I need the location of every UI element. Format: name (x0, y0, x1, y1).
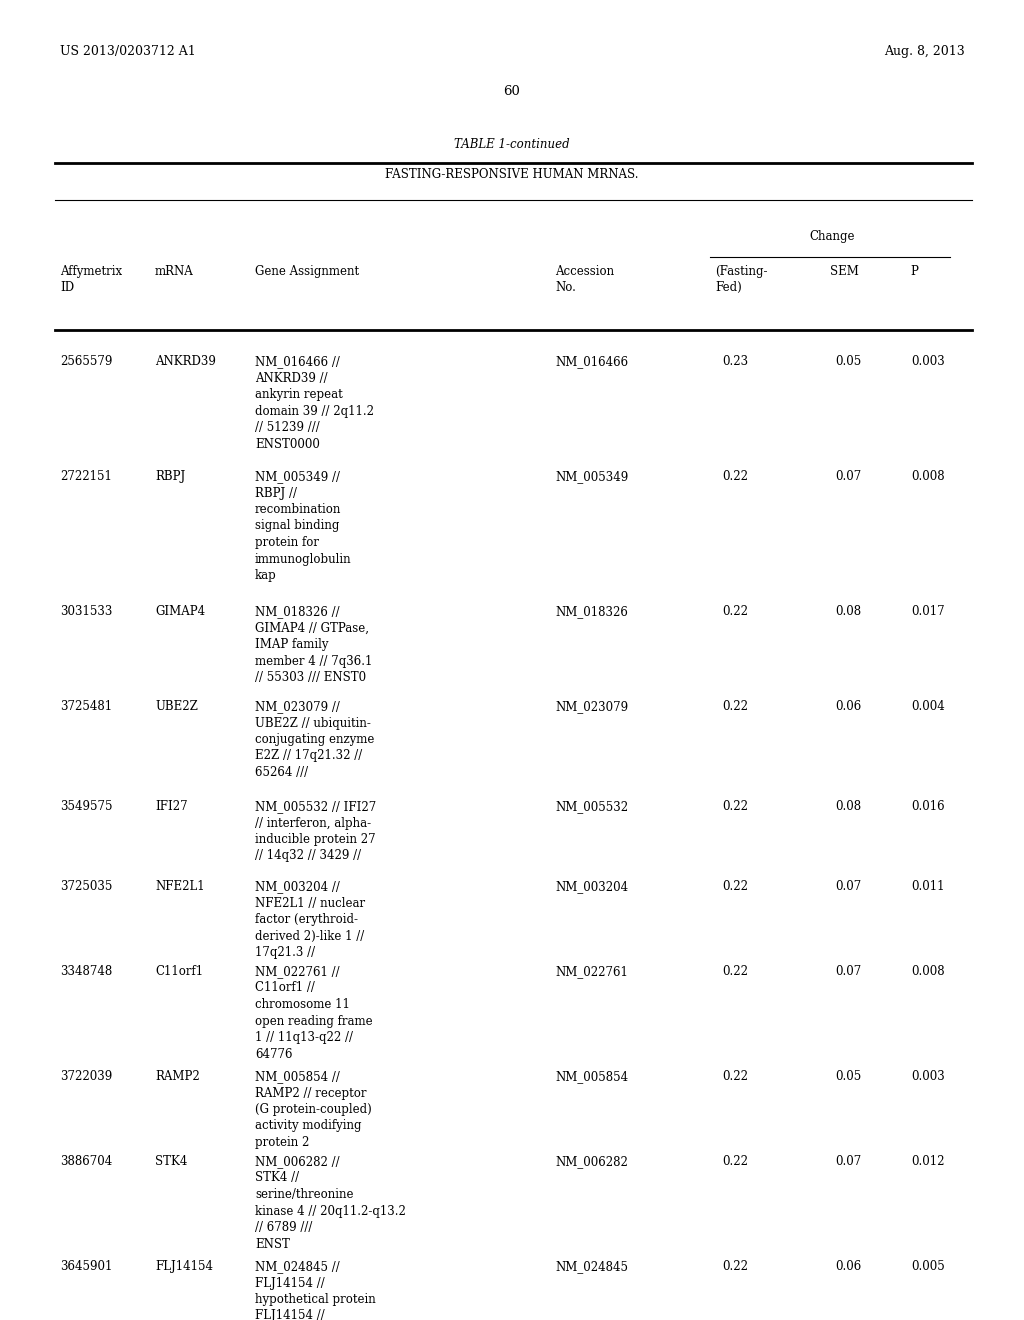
Text: GIMAP4: GIMAP4 (155, 605, 205, 618)
Text: NM_006282: NM_006282 (555, 1155, 628, 1168)
Text: 0.22: 0.22 (722, 1261, 748, 1272)
Text: 0.005: 0.005 (911, 1261, 945, 1272)
Text: 0.22: 0.22 (722, 1155, 748, 1168)
Text: 3645901: 3645901 (60, 1261, 113, 1272)
Text: TABLE 1-continued: TABLE 1-continued (455, 139, 569, 150)
Text: 60: 60 (504, 84, 520, 98)
Text: 3886704: 3886704 (60, 1155, 113, 1168)
Text: NM_024845 //
FLJ14154 //
hypothetical protein
FLJ14154 //
16p13.3 // 79903 /// N: NM_024845 // FLJ14154 // hypothetical pr… (255, 1261, 386, 1320)
Text: 0.07: 0.07 (835, 470, 861, 483)
Text: (Fasting-
Fed): (Fasting- Fed) (715, 265, 768, 294)
Text: NM_023079: NM_023079 (555, 700, 628, 713)
Text: 0.003: 0.003 (911, 355, 945, 368)
Text: 3725481: 3725481 (60, 700, 112, 713)
Text: mRNA: mRNA (155, 265, 194, 279)
Text: Affymetrix
ID: Affymetrix ID (60, 265, 122, 294)
Text: 0.22: 0.22 (722, 470, 748, 483)
Text: 0.05: 0.05 (835, 1071, 861, 1082)
Text: 0.07: 0.07 (835, 1155, 861, 1168)
Text: NM_003204 //
NFE2L1 // nuclear
factor (erythroid-
derived 2)-like 1 //
17q21.3 /: NM_003204 // NFE2L1 // nuclear factor (e… (255, 880, 366, 960)
Text: NM_006282 //
STK4 //
serine/threonine
kinase 4 // 20q11.2-q13.2
// 6789 ///
ENST: NM_006282 // STK4 // serine/threonine ki… (255, 1155, 406, 1250)
Text: 0.011: 0.011 (911, 880, 945, 894)
Text: NM_016466: NM_016466 (555, 355, 628, 368)
Text: 0.003: 0.003 (911, 1071, 945, 1082)
Text: 0.008: 0.008 (911, 965, 945, 978)
Text: 0.012: 0.012 (911, 1155, 945, 1168)
Text: 0.016: 0.016 (911, 800, 945, 813)
Text: IFI27: IFI27 (155, 800, 187, 813)
Text: C11orf1: C11orf1 (155, 965, 203, 978)
Text: 3549575: 3549575 (60, 800, 113, 813)
Text: 0.06: 0.06 (835, 1261, 861, 1272)
Text: ANKRD39: ANKRD39 (155, 355, 216, 368)
Text: Aug. 8, 2013: Aug. 8, 2013 (885, 45, 965, 58)
Text: RAMP2: RAMP2 (155, 1071, 200, 1082)
Text: 2565579: 2565579 (60, 355, 113, 368)
Text: P: P (910, 265, 918, 279)
Text: 3031533: 3031533 (60, 605, 113, 618)
Text: 0.22: 0.22 (722, 965, 748, 978)
Text: NM_022761: NM_022761 (555, 965, 628, 978)
Text: Change: Change (810, 230, 855, 243)
Text: RBPJ: RBPJ (155, 470, 185, 483)
Text: NM_005854 //
RAMP2 // receptor
(G protein-coupled)
activity modifying
protein 2: NM_005854 // RAMP2 // receptor (G protei… (255, 1071, 372, 1148)
Text: NM_005854: NM_005854 (555, 1071, 628, 1082)
Text: 0.22: 0.22 (722, 700, 748, 713)
Text: Gene Assignment: Gene Assignment (255, 265, 359, 279)
Text: 0.08: 0.08 (835, 800, 861, 813)
Text: NM_023079 //
UBE2Z // ubiquitin-
conjugating enzyme
E2Z // 17q21.32 //
65264 ///: NM_023079 // UBE2Z // ubiquitin- conjuga… (255, 700, 375, 779)
Text: 0.23: 0.23 (722, 355, 749, 368)
Text: NM_005532: NM_005532 (555, 800, 628, 813)
Text: FASTING-RESPONSIVE HUMAN MRNAS.: FASTING-RESPONSIVE HUMAN MRNAS. (385, 168, 639, 181)
Text: NFE2L1: NFE2L1 (155, 880, 205, 894)
Text: 0.08: 0.08 (835, 605, 861, 618)
Text: US 2013/0203712 A1: US 2013/0203712 A1 (60, 45, 196, 58)
Text: 0.004: 0.004 (911, 700, 945, 713)
Text: 0.22: 0.22 (722, 1071, 748, 1082)
Text: 3725035: 3725035 (60, 880, 113, 894)
Text: 0.07: 0.07 (835, 965, 861, 978)
Text: NM_016466 //
ANKRD39 //
ankyrin repeat
domain 39 // 2q11.2
// 51239 ///
ENST0000: NM_016466 // ANKRD39 // ankyrin repeat d… (255, 355, 374, 450)
Text: 0.22: 0.22 (722, 800, 748, 813)
Text: 0.008: 0.008 (911, 470, 945, 483)
Text: NM_003204: NM_003204 (555, 880, 628, 894)
Text: NM_005532 // IFI27
// interferon, alpha-
inducible protein 27
// 14q32 // 3429 /: NM_005532 // IFI27 // interferon, alpha-… (255, 800, 376, 862)
Text: 0.07: 0.07 (835, 880, 861, 894)
Text: 3722039: 3722039 (60, 1071, 113, 1082)
Text: FLJ14154: FLJ14154 (155, 1261, 213, 1272)
Text: 0.22: 0.22 (722, 880, 748, 894)
Text: 3348748: 3348748 (60, 965, 113, 978)
Text: 0.22: 0.22 (722, 605, 748, 618)
Text: 0.05: 0.05 (835, 355, 861, 368)
Text: UBE2Z: UBE2Z (155, 700, 198, 713)
Text: Accession
No.: Accession No. (555, 265, 614, 294)
Text: 0.017: 0.017 (911, 605, 945, 618)
Text: NM_022761 //
C11orf1 //
chromosome 11
open reading frame
1 // 11q13-q22 //
64776: NM_022761 // C11orf1 // chromosome 11 op… (255, 965, 373, 1060)
Text: NM_018326 //
GIMAP4 // GTPase,
IMAP family
member 4 // 7q36.1
// 55303 /// ENST0: NM_018326 // GIMAP4 // GTPase, IMAP fami… (255, 605, 373, 684)
Text: NM_024845: NM_024845 (555, 1261, 628, 1272)
Text: SEM: SEM (830, 265, 859, 279)
Text: NM_005349 //
RBPJ //
recombination
signal binding
protein for
immunoglobulin
kap: NM_005349 // RBPJ // recombination signa… (255, 470, 351, 582)
Text: NM_005349: NM_005349 (555, 470, 629, 483)
Text: 2722151: 2722151 (60, 470, 112, 483)
Text: STK4: STK4 (155, 1155, 187, 1168)
Text: NM_018326: NM_018326 (555, 605, 628, 618)
Text: 0.06: 0.06 (835, 700, 861, 713)
